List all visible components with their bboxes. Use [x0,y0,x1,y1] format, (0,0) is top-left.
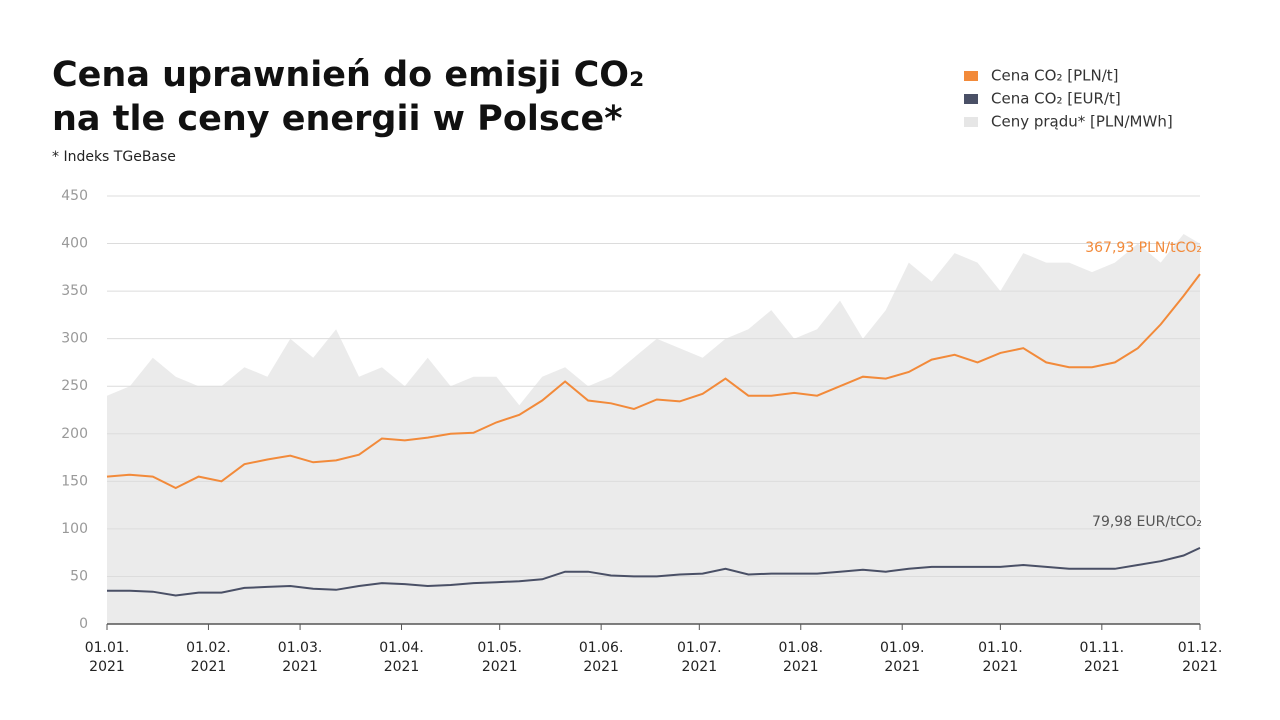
y-tick-label: 200 [61,426,88,442]
line [107,546,1201,597]
chart-title: Cena uprawnień do emisji CO₂ [52,55,644,95]
line [106,273,1201,490]
x-tick-label: 2021 [482,659,518,675]
x-tick-label: 2021 [884,659,920,675]
chart-subtitle: * Indeks TGeBase [52,149,176,165]
x-tick-label: 2021 [1084,659,1120,675]
x-tick-label: 01.08. [778,640,823,656]
area [107,234,1200,624]
x-tick-label: 2021 [1182,659,1218,675]
x-tick-label: 01.09. [880,640,925,656]
value-label: 367,93 PLN/tCO₂ [1085,240,1202,256]
y-tick-label: 50 [70,568,88,584]
x-tick-label: 2021 [983,659,1019,675]
y-tick-label: 0 [79,616,88,632]
y-tick-label: 400 [61,236,88,252]
y-tick-label: 250 [61,378,88,394]
x-tick-label: 2021 [583,659,619,675]
legend-label: Cena CO₂ [EUR/t] [991,90,1121,108]
y-tick-label: 300 [61,331,88,347]
x-tick-label: 01.05. [477,640,522,656]
x-tick-label: 01.07. [677,640,722,656]
x-tick-label: 2021 [681,659,717,675]
legend-swatch [964,94,978,104]
x-tick-label: 2021 [282,659,318,675]
y-tick-label: 350 [61,283,88,299]
legend-swatch [964,117,978,127]
x-tick-label: 01.04. [379,640,424,656]
x-tick-label: 2021 [384,659,420,675]
chart-title: na tle ceny energii w Polsce* [52,99,623,139]
x-tick-label: 2021 [191,659,227,675]
y-tick-label: 450 [61,188,88,204]
x-tick-label: 01.03. [278,640,323,656]
legend-label: Ceny prądu* [PLN/MWh] [991,113,1173,131]
x-tick-label: 01.06. [579,640,624,656]
x-tick-label: 01.01. [85,640,130,656]
value-label: 79,98 EUR/tCO₂ [1092,514,1202,530]
legend-label: Cena CO₂ [PLN/t] [991,67,1119,85]
y-tick-label: 100 [61,521,88,537]
x-tick-label: 2021 [89,659,125,675]
x-tick-label: 01.11. [1080,640,1125,656]
x-tick-label: 01.02. [186,640,231,656]
y-tick-label: 150 [61,473,88,489]
x-tick-label: 01.12. [1178,640,1223,656]
x-tick-label: 01.10. [978,640,1023,656]
x-tick-label: 2021 [783,659,819,675]
legend-swatch [964,71,978,81]
